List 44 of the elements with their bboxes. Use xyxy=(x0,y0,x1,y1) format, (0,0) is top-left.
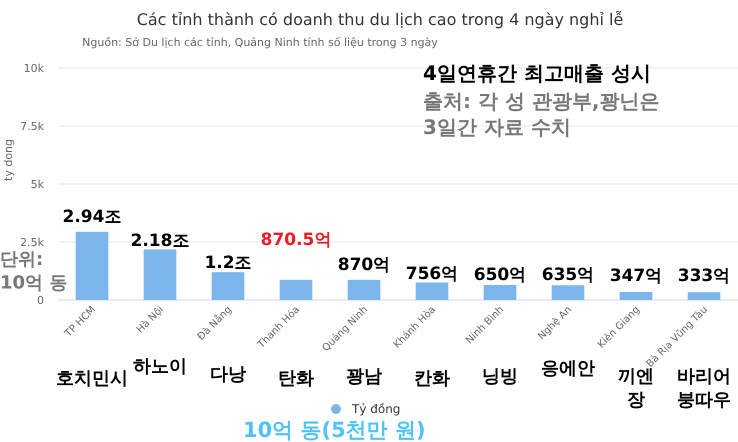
annotation: 870.5억 xyxy=(260,230,332,250)
text: 탄화 xyxy=(278,368,314,389)
y-tick-label: 2.5k xyxy=(20,236,45,249)
annotation: 1.2조 xyxy=(204,253,252,273)
annotation: 870억 xyxy=(338,255,390,275)
text: 하노이 xyxy=(133,356,187,377)
annotation: 756억 xyxy=(406,264,458,284)
text: 10억 동(5천만 원) xyxy=(243,418,426,442)
text: 닝빙 xyxy=(482,366,518,387)
annotation: 650억 xyxy=(474,265,526,285)
annotation: 635억 xyxy=(542,265,594,285)
annotation: 2.94조 xyxy=(62,207,122,227)
y-tick-label: 10k xyxy=(24,62,45,75)
bar xyxy=(620,292,652,300)
y-axis-title: ty dong xyxy=(2,139,15,181)
annotation: 2.18조 xyxy=(130,231,190,251)
bar xyxy=(280,280,312,300)
text: 끼엔 장 xyxy=(618,366,654,410)
chart-subtitle: Nguồn: Sở Du lịch các tỉnh, Quảng Ninh tính số liệu trong 3 ngày xyxy=(82,36,438,49)
y-tick-label: 7.5k xyxy=(20,120,45,133)
text: 꽝남 xyxy=(346,366,382,387)
bar xyxy=(144,249,176,300)
annotation: 단위: 10억 동 xyxy=(0,249,68,294)
legend-label: Tỷ đồng xyxy=(351,402,400,416)
annotation: 출처: 각 성 관광부,꽝닌은 3일간 자료 수치 xyxy=(423,89,660,139)
annotation: 333억 xyxy=(678,266,730,286)
text: 호치민시 xyxy=(56,368,128,389)
text: 칸화 xyxy=(414,368,450,389)
bar xyxy=(484,284,516,300)
annotation: 347억 xyxy=(610,266,662,286)
bar xyxy=(688,292,720,300)
bar xyxy=(212,272,244,300)
bar xyxy=(552,285,584,300)
text: 다낭 xyxy=(210,364,246,385)
text: 응에안 xyxy=(541,358,595,379)
bar xyxy=(76,232,108,300)
y-tick-label: 5k xyxy=(30,178,45,191)
annotation: 4일연휴간 최고매출 성시 xyxy=(423,61,651,85)
chart-title: Các tỉnh thành có doanh thu du lịch cao trong 4 ngày nghỉ lễ xyxy=(136,10,624,29)
x-tick-label: Hà Nội xyxy=(134,304,166,336)
bar xyxy=(416,282,448,300)
bar xyxy=(348,280,380,300)
y-tick-label: 0 xyxy=(37,294,44,307)
text: 바리어 붕따우 xyxy=(677,366,731,410)
